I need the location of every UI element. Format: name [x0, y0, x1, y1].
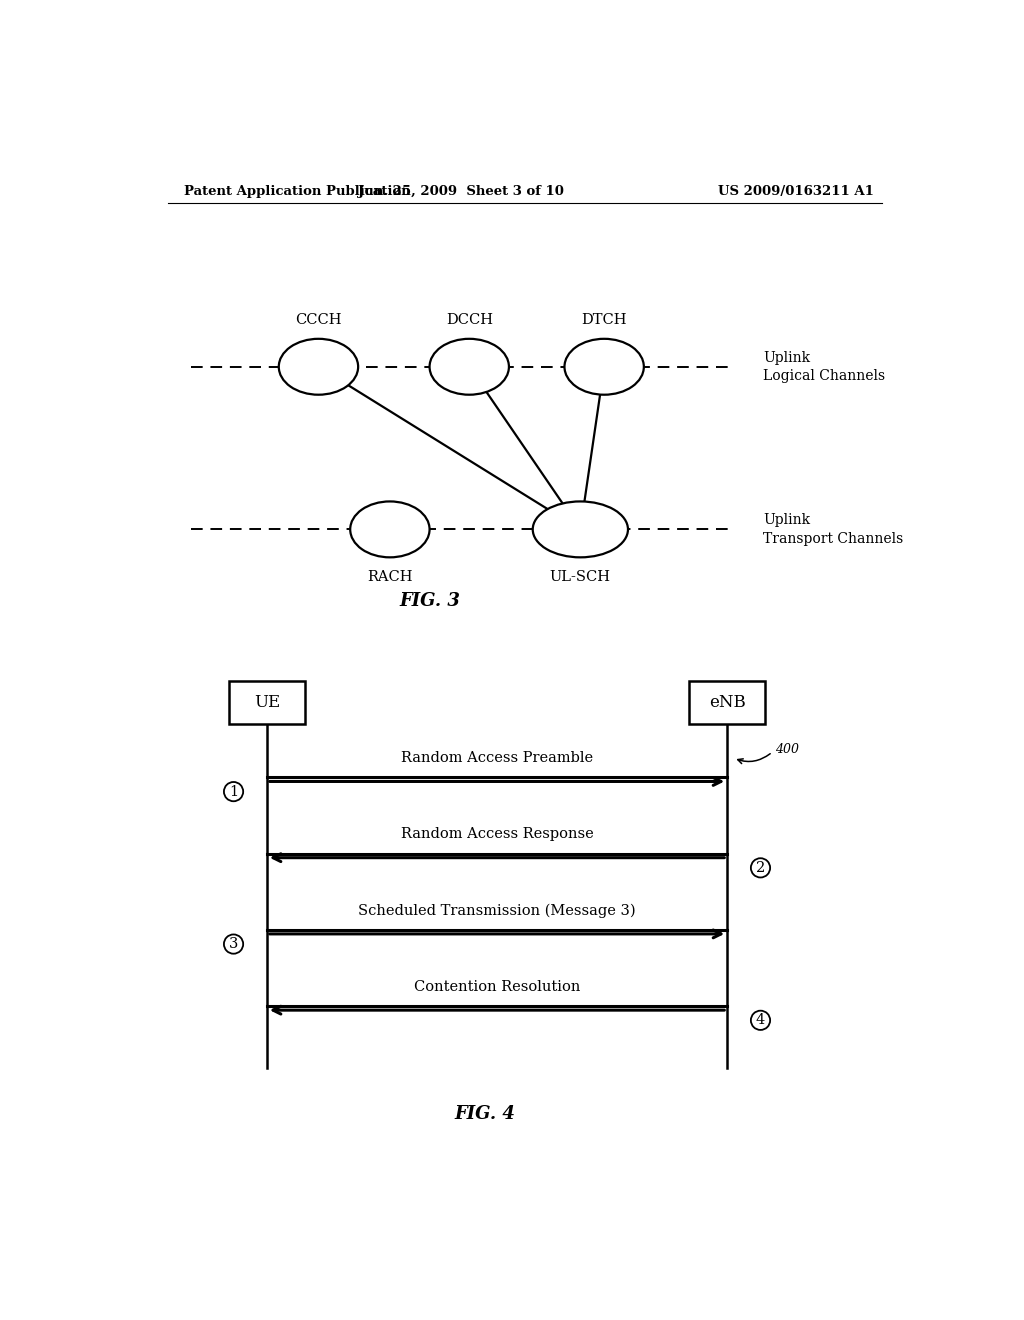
- Text: Patent Application Publication: Patent Application Publication: [183, 185, 411, 198]
- Text: DTCH: DTCH: [582, 313, 627, 326]
- Text: 400: 400: [775, 743, 799, 756]
- Ellipse shape: [279, 339, 358, 395]
- Text: eNB: eNB: [709, 694, 745, 710]
- Text: DCCH: DCCH: [445, 313, 493, 326]
- Text: Contention Resolution: Contention Resolution: [414, 979, 581, 994]
- Ellipse shape: [350, 502, 430, 557]
- Text: UE: UE: [254, 694, 280, 710]
- Text: Uplink
Transport Channels: Uplink Transport Channels: [763, 513, 903, 545]
- Text: 3: 3: [228, 937, 239, 952]
- FancyBboxPatch shape: [689, 681, 765, 723]
- Text: FIG. 3: FIG. 3: [399, 591, 460, 610]
- Text: Jun. 25, 2009  Sheet 3 of 10: Jun. 25, 2009 Sheet 3 of 10: [358, 185, 564, 198]
- Text: FIG. 4: FIG. 4: [455, 1105, 515, 1123]
- Text: Random Access Preamble: Random Access Preamble: [401, 751, 593, 766]
- Text: Random Access Response: Random Access Response: [400, 828, 593, 841]
- Text: 2: 2: [756, 861, 765, 875]
- Text: Uplink
Logical Channels: Uplink Logical Channels: [763, 351, 885, 383]
- Text: US 2009/0163211 A1: US 2009/0163211 A1: [718, 185, 873, 198]
- Text: UL-SCH: UL-SCH: [550, 569, 611, 583]
- Text: RACH: RACH: [368, 569, 413, 583]
- Text: 4: 4: [756, 1014, 765, 1027]
- Text: 1: 1: [229, 784, 239, 799]
- Ellipse shape: [430, 339, 509, 395]
- Ellipse shape: [564, 339, 644, 395]
- Text: CCCH: CCCH: [295, 313, 342, 326]
- Text: Scheduled Transmission (Message 3): Scheduled Transmission (Message 3): [358, 903, 636, 917]
- Ellipse shape: [532, 502, 628, 557]
- FancyBboxPatch shape: [229, 681, 304, 723]
